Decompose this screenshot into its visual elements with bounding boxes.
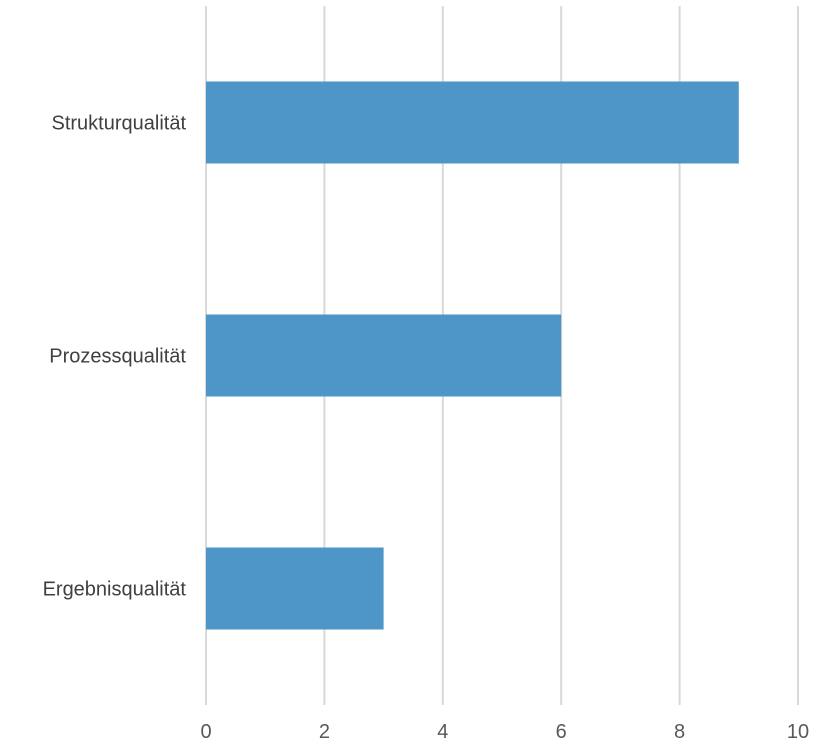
category-label: Prozessqualität <box>49 346 186 368</box>
bar-Prozessqualität <box>206 314 562 397</box>
bars <box>206 81 739 630</box>
x-axis-tick-labels: 0 2 4 6 8 10 <box>200 721 809 743</box>
x-tick-label: 2 <box>319 721 330 743</box>
bar-Strukturqualität <box>206 81 739 164</box>
category-label: Strukturqualität <box>51 113 186 135</box>
category-label: Ergebnisqualität <box>43 579 187 601</box>
bar-Ergebnisqualität <box>206 547 384 630</box>
x-tick-label: 8 <box>674 721 685 743</box>
x-tick-label: 6 <box>556 721 567 743</box>
x-tick-label: 0 <box>200 721 211 743</box>
x-tick-label: 4 <box>437 721 448 743</box>
category-labels: Strukturqualität Prozessqualität Ergebnisq… <box>43 113 187 601</box>
x-tick-label: 10 <box>787 721 809 743</box>
